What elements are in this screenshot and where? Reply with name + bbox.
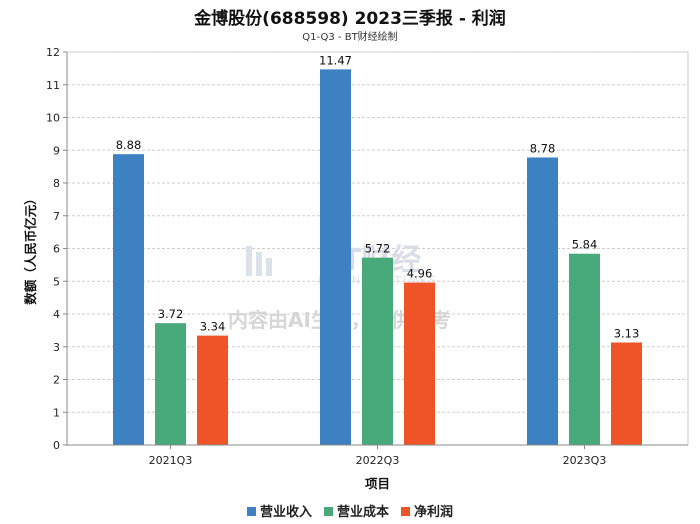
y-tick-label: 9 — [53, 144, 60, 157]
bar — [527, 157, 558, 445]
x-axis-title: 项目 — [365, 476, 390, 491]
y-tick-label: 7 — [53, 210, 60, 223]
bar-value-label: 11.47 — [319, 53, 352, 67]
legend-swatch — [246, 507, 256, 516]
x-axis-ticks: 2021Q3 2022Q3 2023Q3 — [149, 445, 607, 467]
bar — [611, 342, 642, 445]
chart-title: 金博股份(688598) 2023三季报 - 利润 — [194, 9, 506, 29]
bar-value-label: 5.72 — [365, 242, 391, 256]
bar — [113, 154, 144, 445]
bar-value-label: 3.72 — [158, 307, 184, 321]
bar-value-label: 3.34 — [200, 320, 226, 334]
bar-chart: BT财经 BUSINESS TIMES 内容由AI生成，仅供参考 8.883.7… — [23, 46, 689, 491]
bar-value-label: 5.84 — [572, 238, 598, 252]
legend-label: 营业收入 — [259, 505, 312, 520]
y-tick-label: 11 — [46, 79, 60, 92]
bar — [320, 69, 351, 446]
bar — [362, 257, 393, 445]
bar — [155, 323, 186, 445]
legend-swatch — [323, 507, 333, 516]
legend-item: 营业成本 — [323, 501, 389, 520]
bar-value-label: 8.78 — [530, 141, 556, 155]
y-tick-label: 3 — [53, 341, 60, 354]
x-tick-label: 2023Q3 — [563, 454, 607, 467]
legend-swatch — [401, 507, 410, 516]
y-tick-label: 0 — [53, 439, 60, 452]
watermark-logo-bar — [266, 258, 272, 276]
y-tick-label: 8 — [53, 177, 60, 190]
legend-item: 净利润 — [401, 501, 453, 520]
y-axis-title: 数额（人民币亿元） — [23, 192, 38, 306]
y-tick-label: 12 — [46, 46, 60, 59]
bar — [404, 282, 435, 445]
bar — [569, 253, 600, 445]
bars: 8.88 3.72 3.34 11.47 5.72 4.96 8.78 5.84 3.13 — [113, 53, 642, 446]
y-tick-label: 2 — [53, 374, 60, 387]
y-tick-label: 4 — [53, 308, 60, 321]
legend-label: 营业成本 — [336, 505, 389, 520]
bar-value-label: 3.13 — [614, 326, 640, 340]
watermark-logo-bar — [256, 252, 262, 276]
bar — [197, 335, 228, 445]
y-tick-label: 10 — [46, 112, 60, 125]
legend: 营业收入 营业成本 净利润 — [0, 501, 700, 520]
chart-subtitle: Q1-Q3 - BT财经绘制 — [302, 32, 398, 43]
legend-item: 营业收入 — [246, 501, 312, 520]
bar-value-label: 4.96 — [407, 267, 433, 281]
bar-value-label: 8.88 — [116, 138, 142, 152]
y-tick-label: 6 — [53, 243, 60, 256]
x-tick-label: 2021Q3 — [149, 454, 193, 467]
watermark-logo-bar — [246, 246, 252, 276]
legend-label: 净利润 — [414, 505, 454, 520]
y-tick-label: 5 — [53, 275, 60, 288]
x-tick-label: 2022Q3 — [356, 454, 400, 467]
y-tick-label: 1 — [53, 406, 60, 419]
